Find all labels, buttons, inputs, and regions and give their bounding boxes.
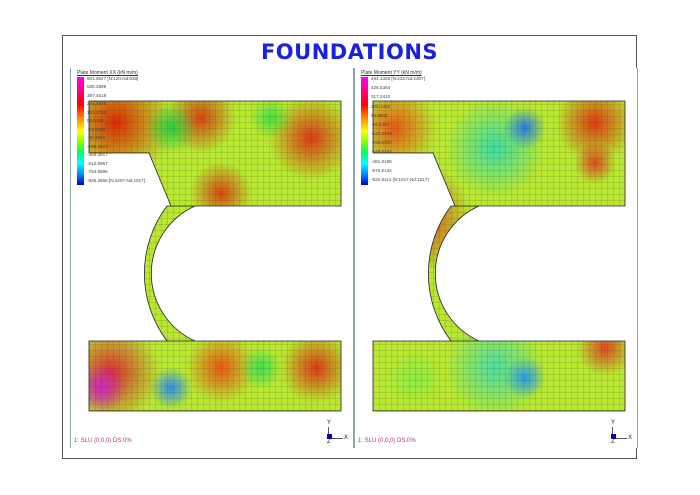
slide-frame: FOUNDATIONS Plate Moment XX (kN m/m) 601.…	[62, 35, 638, 459]
legend-value: 244.6578	[87, 101, 107, 107]
axis-z-label: Z	[327, 439, 331, 445]
legend-value: 206.1456	[371, 103, 391, 109]
legend-value: -358.3917	[87, 152, 108, 158]
legend-value: -461.0198	[371, 158, 392, 164]
legend-value: 601.6527 [N:120,Nd:638]	[87, 76, 139, 81]
legend-value: -127.4406	[371, 131, 392, 136]
legend-value: -16.2452	[371, 121, 390, 127]
load-case-status: 1: SLU (0,0,0) DS:0%	[74, 438, 132, 444]
legend-value: -238.6360	[371, 140, 392, 146]
legend-value: 58.5188	[87, 118, 104, 124]
legend-value: -826.2866 [N:2297,Nd:1017]	[87, 177, 145, 183]
axis-marker	[327, 434, 332, 439]
axis-triad-icon: Y Z X	[326, 420, 349, 445]
axis-marker	[611, 434, 616, 439]
legend-color-bar	[361, 77, 368, 185]
legend-value: -822.8114 [N:1017,Nd:1017]	[371, 176, 429, 182]
axis-triad-icon: Y Z X	[610, 420, 633, 445]
axis-x-label: X	[628, 435, 633, 441]
legend-value: -90.3858	[87, 135, 106, 141]
axis-x-label: X	[344, 435, 349, 441]
legend-value: 397.4518	[87, 92, 107, 98]
axis-y-label: Y	[327, 420, 332, 426]
foundation-outline	[88, 100, 342, 412]
legend-value: -512.6957	[87, 160, 108, 166]
axis-y-label: Y	[611, 420, 616, 426]
plot-heading: Plate Moment XX (kN m/m)	[77, 70, 138, 76]
legend-color-bar	[77, 77, 84, 185]
legend-value: 317.2410	[371, 94, 391, 100]
plot-panel-moment-yy[interactable]: Plate Moment YY (kN m/m) 494.1326 [N:232,…	[354, 68, 638, 448]
legend-value: -198.3917	[87, 143, 108, 149]
legend-value: 536.2588	[87, 84, 107, 90]
legend-value: 141.3798	[87, 109, 107, 115]
slide-title: FOUNDATIONS	[260, 40, 439, 64]
legend-value: 428.5364	[371, 85, 391, 91]
legend-value: 94.9502	[371, 112, 388, 118]
legend-value: 494.1326 [N:232,Nd:2307]	[371, 76, 425, 81]
legend-value: -572.2142	[371, 167, 392, 173]
plot-heading: Plate Moment YY (kN m/m)	[361, 70, 422, 76]
foundation-outline	[372, 100, 626, 412]
legend-value: -349.8254	[371, 149, 392, 155]
axis-z-label: Z	[611, 439, 615, 445]
legend-value: -754.6896	[87, 169, 108, 175]
legend-value: -13.2438	[87, 126, 106, 132]
load-case-status: 1: SLU (0,0,0) DS:0%	[358, 438, 416, 444]
plot-panel-moment-xx[interactable]: Plate Moment XX (kN m/m) 601.6527 [N:120,…	[70, 68, 354, 448]
